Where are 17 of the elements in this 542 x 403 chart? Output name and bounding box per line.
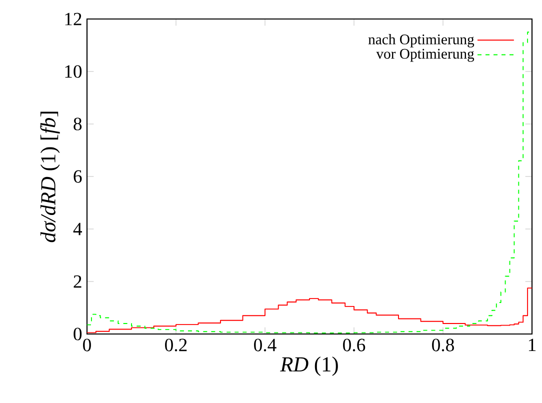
- y-tick-label: 10: [65, 65, 82, 78]
- y-tick-label: 8: [74, 118, 82, 130]
- x-tick-label: 0.2: [165, 338, 187, 352]
- x-tick-label: 0: [83, 338, 91, 352]
- y-tick-label: 2: [74, 275, 82, 288]
- x-tick-label: 0.8: [432, 338, 454, 352]
- y-tick-label: 0: [74, 328, 82, 340]
- legend-label: nach Optimierung: [368, 34, 474, 48]
- x-tick-label: 0.4: [254, 338, 276, 352]
- y-tick-label: 12: [65, 12, 82, 26]
- y-tick-label: 6: [74, 170, 82, 183]
- y-tick-label: 4: [73, 222, 82, 236]
- y-axis-title: dσ/dRD (1) [fb]: [40, 112, 60, 242]
- x-tick-label: 0.6: [343, 338, 366, 352]
- x-tick-label: 1: [528, 338, 536, 352]
- legend-label: vor Optimierung: [376, 48, 474, 62]
- x-axis-title: RD (1): [280, 356, 338, 376]
